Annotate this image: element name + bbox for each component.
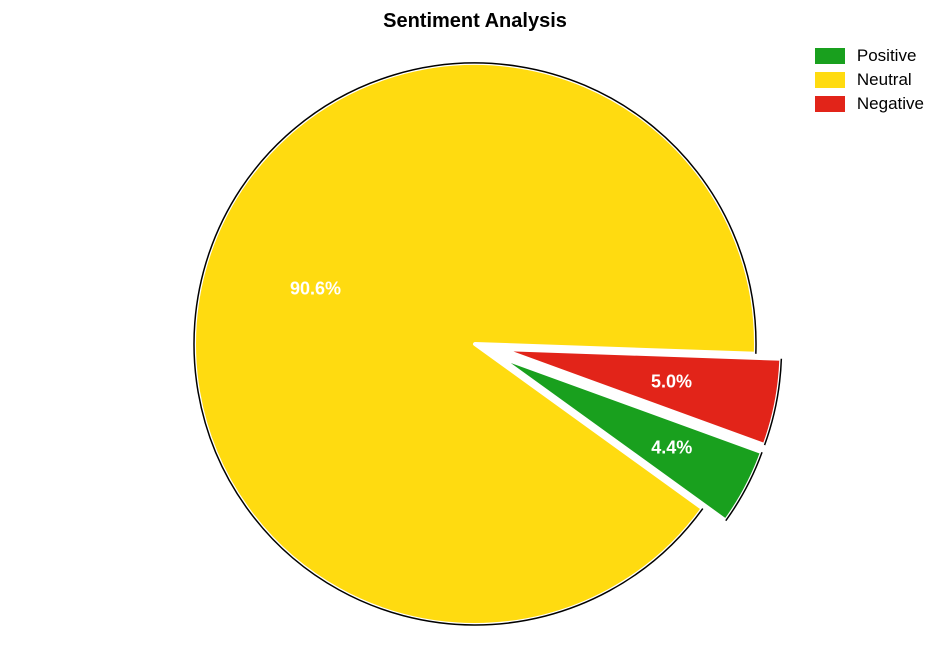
slice-label-neutral: 90.6% — [290, 279, 341, 300]
pie-slice-neutral — [194, 63, 756, 625]
legend-swatch-negative — [815, 96, 845, 112]
legend: Positive Neutral Negative — [815, 46, 924, 118]
slice-label-negative: 5.0% — [651, 372, 692, 393]
slice-label-positive: 4.4% — [651, 438, 692, 459]
legend-row-neutral: Neutral — [815, 70, 924, 90]
legend-row-negative: Negative — [815, 94, 924, 114]
legend-label-neutral: Neutral — [857, 70, 912, 90]
legend-swatch-positive — [815, 48, 845, 64]
legend-row-positive: Positive — [815, 46, 924, 66]
pie-chart-svg — [0, 0, 950, 662]
legend-label-positive: Positive — [857, 46, 917, 66]
legend-label-negative: Negative — [857, 94, 924, 114]
legend-swatch-neutral — [815, 72, 845, 88]
